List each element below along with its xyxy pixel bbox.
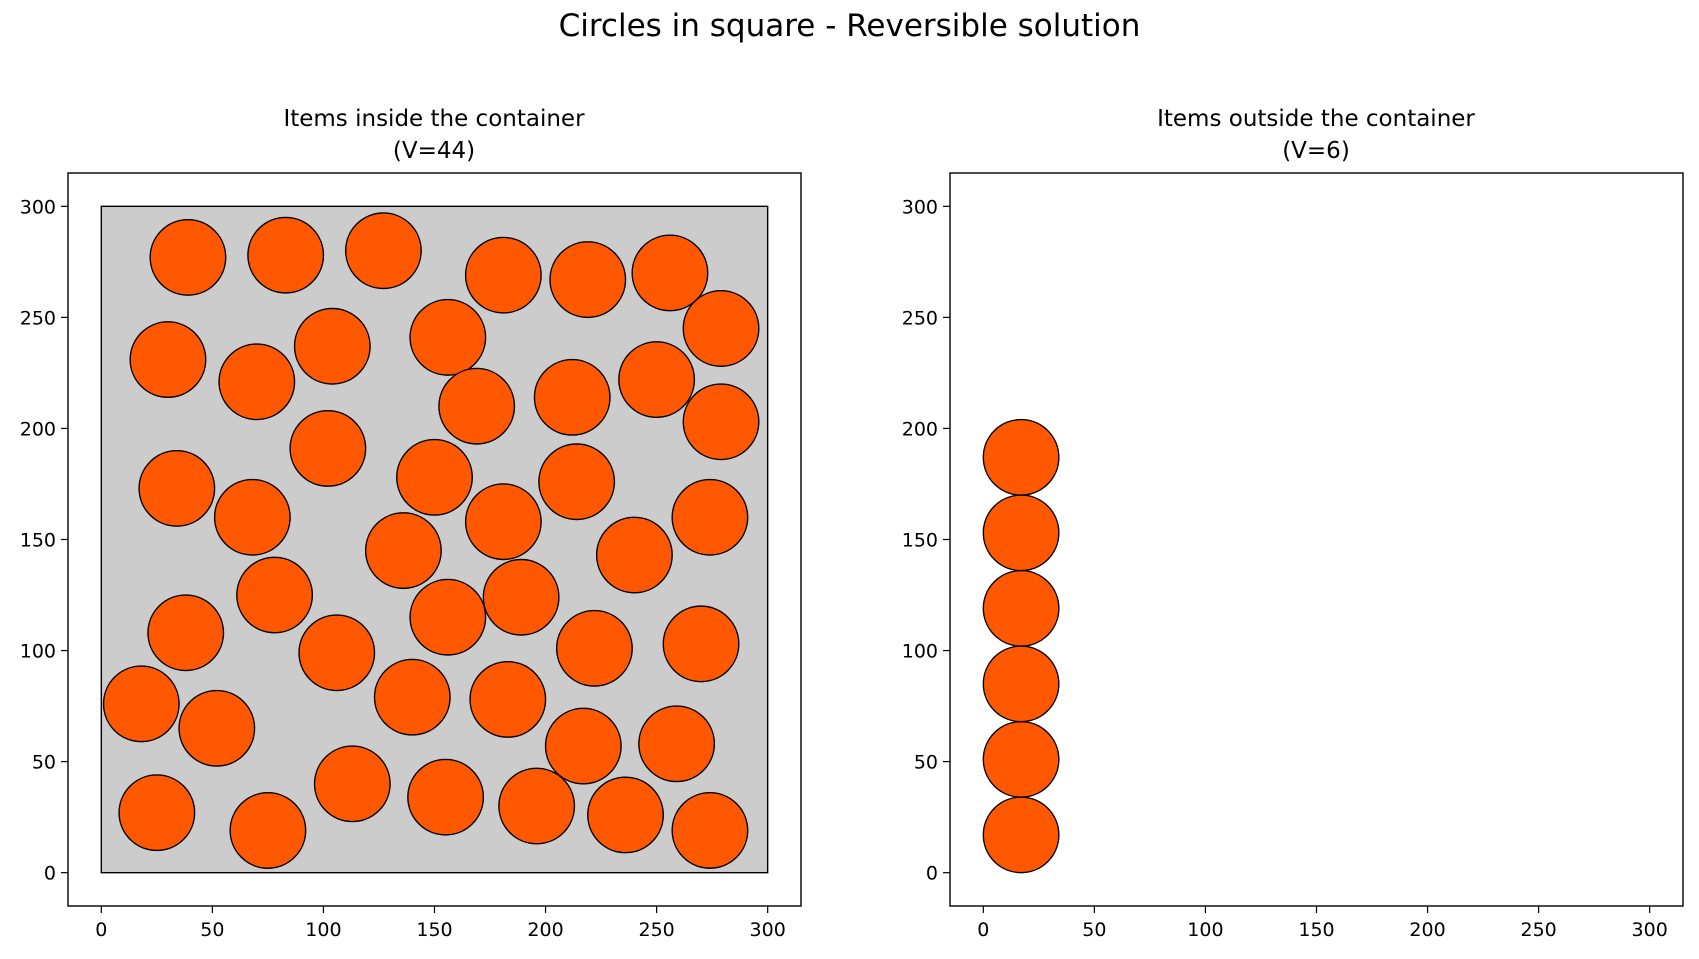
circle-item xyxy=(344,212,422,290)
circle-item xyxy=(364,512,442,590)
circle-item xyxy=(464,236,542,314)
circle-item xyxy=(982,645,1060,723)
circle-item xyxy=(498,767,576,845)
marks-inside xyxy=(100,205,769,874)
circle-item xyxy=(229,792,307,869)
x-tick-label: 0 xyxy=(95,919,107,941)
circle-item xyxy=(236,556,314,634)
y-tick-label: 100 xyxy=(902,641,938,663)
ticks-inside: 0 50 100 150 200 250 300 0 50 100 150 200 250 300 xyxy=(20,196,786,941)
x-tick-label: 250 xyxy=(1520,919,1556,941)
y-tick-label: 0 xyxy=(926,863,938,885)
circle-item xyxy=(982,569,1060,647)
circle-item xyxy=(407,758,485,836)
y-tick-label: 50 xyxy=(32,752,56,774)
y-tick-label: 200 xyxy=(902,418,938,440)
circle-item xyxy=(298,614,376,692)
x-tick-label: 200 xyxy=(527,919,563,941)
x-tick-label: 0 xyxy=(977,919,989,941)
ticks-outside: 0 50 100 150 200 250 300 0 50 100 150 200 250 300 xyxy=(902,196,1668,941)
x-tick-label: 50 xyxy=(200,919,224,941)
circle-item xyxy=(218,343,296,421)
circle-item xyxy=(147,594,225,672)
axes-title-inside-line1: Items inside the container xyxy=(283,106,585,132)
x-tick-label: 200 xyxy=(1409,919,1445,941)
circle-item xyxy=(544,707,622,785)
y-tick-label: 300 xyxy=(902,196,938,218)
axes-title-outside-line1: Items outside the container xyxy=(1157,106,1475,132)
circle-item xyxy=(482,558,560,636)
y-tick-label: 50 xyxy=(914,752,938,774)
circle-item xyxy=(247,216,325,294)
axes-title-inside-line2: (V=44) xyxy=(393,138,475,164)
circle-item xyxy=(313,745,391,823)
y-tick-label: 150 xyxy=(902,530,938,552)
circle-item xyxy=(538,443,616,521)
axes-frame-outside xyxy=(949,172,1684,907)
y-tick-label: 250 xyxy=(20,307,56,329)
circle-item xyxy=(464,483,542,561)
circle-item xyxy=(138,449,216,527)
circle-item xyxy=(671,478,749,556)
circle-item xyxy=(662,605,740,683)
circle-item xyxy=(409,298,487,376)
y-tick-label: 200 xyxy=(20,418,56,440)
axes-inside: Items inside the container (V=44) 0 50 100… xyxy=(20,106,802,941)
circle-item xyxy=(178,689,256,767)
circle-item xyxy=(102,665,180,743)
x-tick-label: 300 xyxy=(750,919,786,941)
y-tick-label: 300 xyxy=(20,196,56,218)
y-tick-label: 250 xyxy=(902,307,938,329)
marks-outside xyxy=(982,418,1060,874)
x-tick-label: 100 xyxy=(1187,919,1223,941)
circle-item xyxy=(373,658,451,736)
circle-item xyxy=(213,478,291,556)
circle-item xyxy=(129,321,207,399)
circle-item xyxy=(469,660,547,738)
y-tick-label: 0 xyxy=(44,863,56,885)
y-tick-label: 100 xyxy=(20,641,56,663)
axes-outside: Items outside the container (V=6) 0 50 100… xyxy=(902,106,1684,941)
circle-item xyxy=(555,609,633,687)
circle-item xyxy=(982,720,1060,798)
circle-item xyxy=(293,307,371,385)
circle-item xyxy=(149,218,227,296)
x-tick-label: 250 xyxy=(638,919,674,941)
y-tick-label: 150 xyxy=(20,530,56,552)
axes-title-outside-line2: (V=6) xyxy=(1282,138,1350,164)
x-tick-label: 150 xyxy=(1298,919,1334,941)
circle-item xyxy=(638,705,716,783)
circle-item xyxy=(587,776,664,854)
circle-item xyxy=(682,383,760,461)
circle-item xyxy=(671,792,749,869)
circle-item xyxy=(438,367,516,445)
x-tick-label: 50 xyxy=(1082,919,1106,941)
circle-item xyxy=(533,358,611,436)
x-tick-label: 100 xyxy=(305,919,341,941)
x-tick-label: 150 xyxy=(416,919,452,941)
circle-item xyxy=(118,774,196,852)
circle-item xyxy=(409,578,487,656)
circle-item xyxy=(631,234,709,312)
x-tick-label: 300 xyxy=(1632,919,1668,941)
circle-item xyxy=(396,438,473,516)
circle-item xyxy=(682,290,760,367)
circle-item xyxy=(982,418,1060,496)
circle-item xyxy=(289,409,367,487)
figure-suptitle: Circles in square - Reversible solution xyxy=(558,8,1141,44)
circle-item xyxy=(549,241,627,319)
circle-item xyxy=(982,796,1060,874)
circle-item xyxy=(982,494,1060,572)
circle-item xyxy=(618,341,696,419)
circle-item xyxy=(595,516,673,594)
